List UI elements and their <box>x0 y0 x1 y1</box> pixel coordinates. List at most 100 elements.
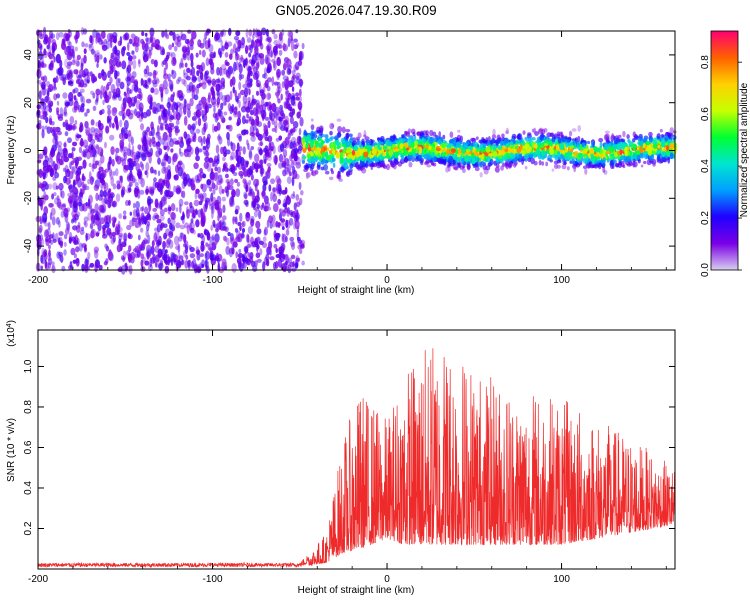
spectrogram-point <box>216 84 219 92</box>
spectrogram-point <box>122 112 127 119</box>
spectrogram-point <box>645 141 651 146</box>
spectrogram-point <box>234 228 239 233</box>
spectrogram-point <box>68 98 74 107</box>
spectrogram-point <box>110 83 116 94</box>
spectrogram-point <box>71 147 76 152</box>
spectrogram-point <box>109 193 113 202</box>
spectrogram-point <box>277 198 281 205</box>
spectrogram-point <box>139 244 143 252</box>
spectrogram-point <box>290 159 294 169</box>
spectrogram-point <box>127 233 133 240</box>
spectrogram-point <box>626 155 631 162</box>
spectrogram-point <box>423 161 429 166</box>
spectrogram-point <box>177 261 181 267</box>
spectrogram-point <box>112 91 118 99</box>
spectrogram-point <box>103 197 109 205</box>
spectrogram-point <box>259 89 265 94</box>
spectrogram-point <box>101 197 105 205</box>
spectrogram-point <box>103 38 108 45</box>
spectrogram-point <box>571 158 576 165</box>
spectrogram-point <box>41 247 45 257</box>
spectrogram-point <box>156 125 160 134</box>
spectrogram-point <box>184 62 188 68</box>
spectrogram-point <box>252 198 256 208</box>
spectrogram-point <box>119 175 122 181</box>
spectrogram-point <box>72 225 78 231</box>
spectrogram-point <box>69 199 73 209</box>
spectrogram-point <box>63 249 67 256</box>
spectrogram-point <box>187 259 191 268</box>
spectrogram-point <box>89 71 93 77</box>
spectrogram-point <box>136 151 142 159</box>
spectrogram-point <box>123 133 129 140</box>
spectrogram-point <box>187 108 191 119</box>
spectrogram-point <box>265 45 271 51</box>
spectrogram-point <box>57 198 62 209</box>
spectrogram-point <box>192 209 196 219</box>
spectrogram-point <box>172 91 176 98</box>
spectrogram-point <box>276 56 281 67</box>
spectrogram-point <box>235 188 241 197</box>
spectrogram-point <box>242 170 249 178</box>
spectrogram-point <box>214 228 219 233</box>
spectrogram-point <box>215 255 219 260</box>
spectrogram-point <box>602 166 606 174</box>
spectrogram-point <box>226 131 230 141</box>
spectrogram-point <box>77 104 82 113</box>
spectrogram-point <box>119 119 123 128</box>
spectrogram-point <box>219 91 223 101</box>
spectrogram-point <box>132 202 136 209</box>
spectrogram-point <box>228 197 233 208</box>
spectrogram-point <box>291 94 296 100</box>
spectrogram-point <box>126 51 131 57</box>
spectrogram-point <box>237 92 241 99</box>
spectrogram-point <box>242 146 246 155</box>
spectrogram-point <box>134 182 139 187</box>
spectrogram-point <box>139 206 144 212</box>
spectrogram-point <box>44 229 50 239</box>
spectrogram-point <box>382 162 386 169</box>
spectrogram-point <box>91 176 95 183</box>
spectrogram-point <box>127 265 131 273</box>
spectrogram-point <box>63 106 67 116</box>
spectrogram-point <box>247 100 251 111</box>
spectrogram-point <box>638 140 644 147</box>
spectrogram-point <box>109 167 113 177</box>
spectrogram-point <box>170 224 176 232</box>
spectrogram-point <box>598 162 603 168</box>
spectrogram-point <box>177 243 181 254</box>
spectrogram-point <box>185 254 189 260</box>
spectrogram-point <box>122 250 127 261</box>
spectrogram-point <box>161 30 165 38</box>
spectrogram-point <box>428 145 432 150</box>
colorbar-label: Normalized spectral amplitude <box>739 82 750 217</box>
spectrogram-point <box>93 149 98 158</box>
spectrogram-point <box>144 84 149 90</box>
spectrogram-point <box>107 108 111 116</box>
spectrogram-point <box>248 151 253 161</box>
spectrogram-point <box>201 183 207 193</box>
spectrogram-point <box>144 170 148 176</box>
spectrogram-point <box>151 240 155 247</box>
spectrogram-point <box>269 112 275 122</box>
spectrogram-point <box>186 67 191 74</box>
spectrogram-point <box>44 194 49 201</box>
spectrogram-point <box>235 47 238 57</box>
spectrogram-point <box>266 92 272 101</box>
spectrogram-point <box>320 166 325 171</box>
spectrogram-point <box>666 152 670 157</box>
spectrogram-point <box>128 173 134 182</box>
spectrogram-point <box>140 77 144 87</box>
spectrogram-point <box>284 80 290 90</box>
spectrogram-point <box>220 39 223 47</box>
spectrogram-point <box>57 116 64 121</box>
spectrogram-point <box>80 62 84 71</box>
snr-ylabel: SNR (10 * v/v) <box>6 418 17 482</box>
spectrogram-point <box>200 96 207 105</box>
spectrogram-point <box>183 201 189 206</box>
spectrogram-point <box>48 249 51 258</box>
spectrogram-point <box>197 209 202 218</box>
spectrogram-point <box>278 251 283 260</box>
spectrogram-point <box>247 167 252 176</box>
spectrogram-point <box>89 35 93 44</box>
